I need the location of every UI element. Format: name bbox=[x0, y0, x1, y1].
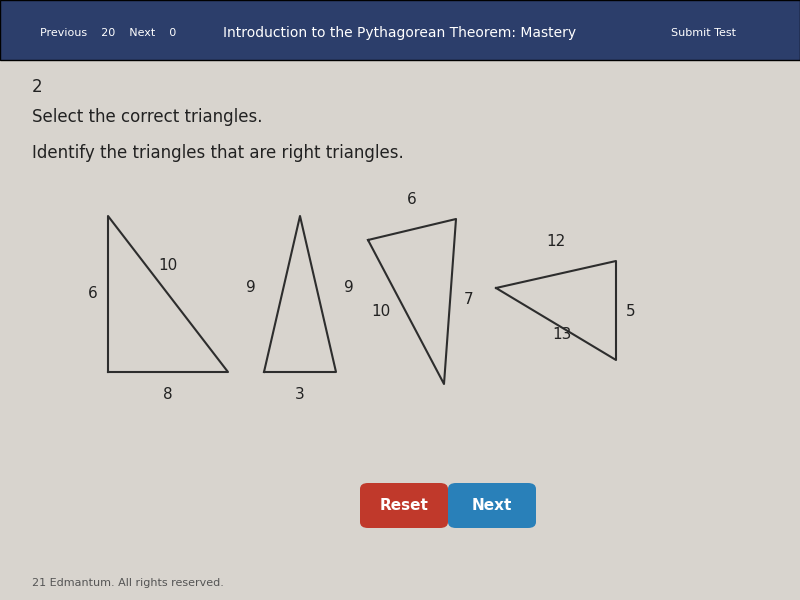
FancyBboxPatch shape bbox=[0, 0, 800, 60]
Text: 10: 10 bbox=[158, 258, 178, 273]
Text: Submit Test: Submit Test bbox=[671, 28, 736, 38]
FancyBboxPatch shape bbox=[360, 483, 448, 528]
Text: 6: 6 bbox=[407, 192, 417, 207]
FancyBboxPatch shape bbox=[448, 483, 536, 528]
Text: 2: 2 bbox=[32, 78, 42, 96]
Text: Identify the triangles that are right triangles.: Identify the triangles that are right tr… bbox=[32, 144, 404, 162]
Text: Next: Next bbox=[472, 498, 512, 513]
Text: Select the correct triangles.: Select the correct triangles. bbox=[32, 108, 262, 126]
Text: Previous    20    Next    0: Previous 20 Next 0 bbox=[40, 28, 176, 38]
Text: 8: 8 bbox=[163, 387, 173, 402]
Text: Reset: Reset bbox=[379, 498, 429, 513]
Text: 7: 7 bbox=[464, 292, 474, 307]
Text: 6: 6 bbox=[88, 286, 98, 301]
Text: 3: 3 bbox=[295, 387, 305, 402]
Text: Introduction to the Pythagorean Theorem: Mastery: Introduction to the Pythagorean Theorem:… bbox=[223, 26, 577, 40]
Text: 13: 13 bbox=[552, 327, 571, 342]
Text: 21 Edmantum. All rights reserved.: 21 Edmantum. All rights reserved. bbox=[32, 578, 224, 588]
Text: 9: 9 bbox=[344, 280, 354, 295]
Text: 9: 9 bbox=[246, 280, 256, 295]
Text: 10: 10 bbox=[371, 304, 390, 319]
Text: 5: 5 bbox=[626, 304, 635, 319]
Text: 12: 12 bbox=[546, 234, 566, 249]
